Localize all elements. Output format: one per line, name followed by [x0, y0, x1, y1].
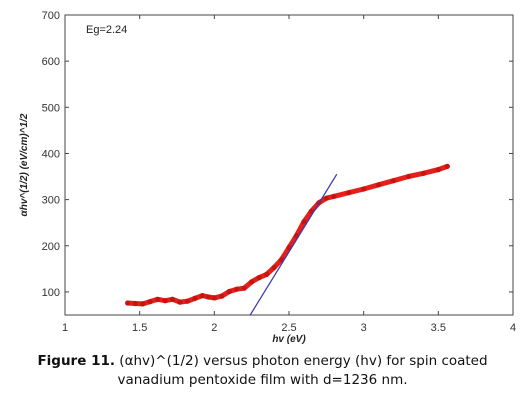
- data-point: [435, 167, 441, 173]
- data-point: [361, 186, 367, 192]
- data-point: [169, 296, 176, 302]
- y-tick-label: 400: [42, 148, 60, 160]
- eg-annotation: Eg=2.24: [86, 24, 127, 36]
- linear-fit-line: [249, 173, 338, 315]
- x-tick-label: 2.5: [281, 322, 296, 334]
- data-point: [405, 173, 412, 180]
- x-tick-label: 4: [510, 322, 516, 334]
- data-point: [420, 170, 426, 176]
- data-point: [219, 293, 225, 299]
- axes-layer: 1 1.5 2 2.5 3 3.5 4 100 200 300 400 500 600 700: [42, 10, 516, 334]
- data-point: [323, 195, 329, 201]
- data-point: [132, 300, 138, 307]
- data-point: [390, 178, 397, 184]
- data-point: [226, 288, 232, 295]
- y-tick-label: 300: [42, 195, 60, 207]
- data-point: [444, 163, 450, 169]
- data-point: [301, 219, 307, 225]
- data-point: [331, 193, 337, 199]
- data-point: [256, 275, 262, 281]
- y-tick-label: 200: [42, 241, 60, 253]
- caption-label: Figure 11.: [37, 353, 115, 369]
- x-tick-label: 3: [361, 322, 367, 334]
- data-point: [376, 182, 382, 188]
- x-tick-label: 2: [211, 322, 217, 334]
- figure-caption: Figure 11. (αhv)^(1/2) versus photon ene…: [6, 352, 519, 390]
- data-point: [249, 279, 255, 285]
- y-axis-title: αhv^(1/2) (eV/cm)^1/2: [19, 113, 30, 216]
- y-tick-label: 600: [42, 56, 60, 68]
- x-tick-label: 1: [62, 322, 68, 334]
- data-point: [199, 293, 205, 299]
- x-tick-label: 3.5: [431, 322, 446, 334]
- caption-text: (αhv)^(1/2) versus photon energy (hv) fo…: [117, 353, 488, 388]
- y-tick-label: 500: [42, 102, 60, 114]
- data-point: [205, 294, 211, 300]
- data-point: [147, 299, 153, 305]
- data-point: [162, 298, 168, 304]
- x-axis-title: hv (eV): [272, 334, 306, 345]
- data-point: [192, 295, 198, 301]
- data-point: [234, 286, 240, 292]
- plot-background: [65, 15, 513, 315]
- data-point: [241, 285, 247, 291]
- y-tick-label: 700: [42, 10, 60, 22]
- data-point: [184, 298, 191, 304]
- data-point: [346, 190, 352, 196]
- data-point: [140, 301, 146, 307]
- data-point: [211, 295, 217, 301]
- data-point: [264, 271, 270, 277]
- data-point: [125, 300, 131, 306]
- y-tick-label: 100: [42, 287, 60, 299]
- data-point: [155, 296, 161, 302]
- x-tick-label: 1.5: [132, 322, 147, 334]
- chart: 1 1.5 2 2.5 3 3.5 4 100 200 300 400 500 600 700 Eg=2.…: [19, 10, 516, 345]
- data-point: [271, 264, 277, 271]
- series-layer: [125, 163, 450, 315]
- data-point: [177, 299, 183, 305]
